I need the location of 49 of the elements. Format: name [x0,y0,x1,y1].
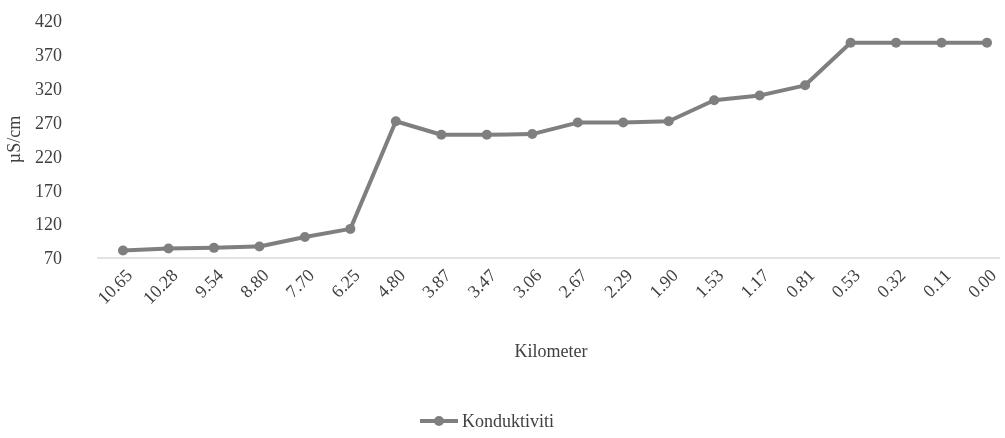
point [254,241,265,252]
x-tick-label: 0.11 [918,265,955,302]
y-tick-label: 70 [44,248,62,269]
point [845,37,856,48]
y-tick-label: 320 [35,79,62,100]
x-tick-label: 0.32 [872,265,910,302]
point [618,117,629,128]
x-tick-label: 8.80 [236,265,273,302]
point [436,129,447,140]
x-tick-label: 0.00 [963,265,1001,302]
x-tick-label: 2.67 [554,265,592,302]
point [481,129,492,140]
point [572,117,583,128]
x-tick-label: 7.70 [281,265,319,302]
point [299,232,310,243]
y-tick-label: 220 [35,146,62,167]
point [800,80,811,91]
point [663,116,674,127]
x-tick-label: 1.53 [691,265,728,302]
point [118,245,128,256]
point [891,37,902,48]
point [527,129,538,140]
point [754,90,765,101]
x-tick-label: 2.29 [600,265,637,302]
y-tick-label: 270 [35,112,62,133]
y-axis-title: µS/cm [4,115,24,164]
x-tick-label: 1.90 [645,265,682,302]
point [208,242,219,253]
y-tick-label: 420 [35,11,62,32]
point [163,243,174,254]
y-tick-label: 170 [35,180,62,201]
x-tick-label: 0.81 [781,265,819,302]
point [390,116,401,127]
point [936,37,947,48]
x-axis-title: Kilometer [514,341,588,361]
legend-label: Konduktiviti [462,411,555,432]
y-tick-label: 370 [35,45,62,66]
x-tick-label: 1.17 [736,265,773,302]
x-tick-label: 3.87 [418,265,455,302]
x-tick-label: 4.80 [372,265,410,302]
y-tick-label: 120 [35,214,62,235]
x-tick-label: 3.47 [463,265,501,302]
x-tick-label: 0.53 [827,265,864,302]
point [982,37,992,48]
point [345,223,356,234]
x-tick-label: 3.06 [509,265,546,302]
x-tick-label: 9.54 [190,265,228,302]
x-tick-label: 6.25 [327,265,364,302]
point [709,95,720,106]
